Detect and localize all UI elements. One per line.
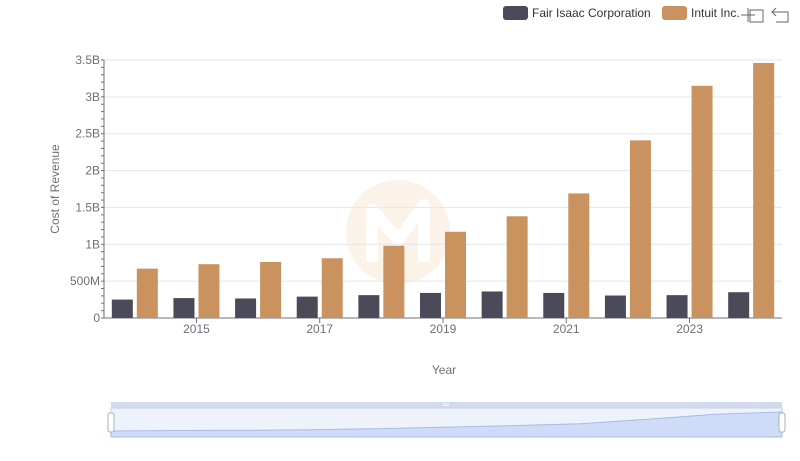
- bar-intuit[interactable]: [321, 258, 343, 318]
- bar-fair-isaac[interactable]: [543, 292, 565, 318]
- bar-intuit[interactable]: [136, 268, 158, 318]
- y-tick-label: 2B: [85, 164, 100, 178]
- x-axis: 2015 2017 2019 2021 2023: [104, 317, 782, 336]
- legend-item[interactable]: Fair Isaac Corporation: [503, 6, 651, 20]
- bar-intuit[interactable]: [260, 261, 282, 318]
- legend-label: Fair Isaac Corporation: [532, 6, 651, 20]
- legend-label: Intuit Inc.: [691, 6, 740, 20]
- slider-grip-icon[interactable]: [443, 403, 449, 406]
- restore-icon[interactable]: [771, 7, 789, 23]
- bars: [111, 62, 775, 318]
- x-tick-label: 2019: [430, 322, 457, 336]
- y-tick-label: 3.5B: [75, 53, 100, 67]
- bar-fair-isaac[interactable]: [728, 292, 750, 318]
- y-axis: 0 500M 1B 1.5B 2B 2.5B 3B 3.5B: [70, 53, 105, 325]
- legend-swatch: [503, 6, 528, 20]
- x-tick-label: 2015: [183, 322, 210, 336]
- slider-top-bar: [111, 402, 782, 408]
- x-tick-label: 2023: [676, 322, 703, 336]
- bar-fair-isaac[interactable]: [296, 296, 318, 318]
- bar-intuit[interactable]: [198, 264, 220, 318]
- bar-intuit[interactable]: [629, 140, 651, 318]
- bar-fair-isaac[interactable]: [481, 291, 503, 318]
- bar-intuit[interactable]: [753, 62, 775, 318]
- y-tick-label: 1B: [85, 237, 100, 251]
- bar-fair-isaac[interactable]: [604, 295, 626, 318]
- bar-fair-isaac[interactable]: [111, 299, 133, 318]
- bar-intuit[interactable]: [445, 231, 466, 318]
- legend-swatch: [662, 6, 687, 20]
- legend: Fair Isaac Corporation Intuit Inc.: [503, 6, 740, 20]
- watermark-logo: [346, 180, 450, 284]
- y-tick-label: 3B: [85, 90, 100, 104]
- bar-fair-isaac[interactable]: [173, 298, 195, 318]
- bar-intuit[interactable]: [383, 245, 405, 318]
- x-tick-label: 2017: [306, 322, 333, 336]
- x-tick-label: 2021: [553, 322, 580, 336]
- bar-fair-isaac[interactable]: [666, 295, 688, 318]
- slider-preview-area: [110, 411, 783, 438]
- slider-left-handle[interactable]: [107, 412, 115, 433]
- x-axis-title: Year: [432, 363, 456, 377]
- y-tick-label: 2.5B: [75, 127, 100, 141]
- y-tick-label: 500M: [70, 274, 100, 288]
- data-zoom-slider[interactable]: [107, 402, 786, 438]
- bar-intuit[interactable]: [691, 85, 713, 318]
- zoom-icon[interactable]: [741, 8, 764, 23]
- y-axis-title: Cost of Revenue: [48, 144, 62, 234]
- bar-intuit[interactable]: [568, 193, 590, 318]
- y-tick-label: 0: [93, 311, 100, 325]
- y-tick-label: 1.5B: [75, 200, 100, 214]
- bar-fair-isaac[interactable]: [358, 295, 380, 318]
- bar-fair-isaac[interactable]: [420, 292, 441, 318]
- legend-item[interactable]: Intuit Inc.: [662, 6, 740, 20]
- bar-intuit[interactable]: [506, 216, 528, 318]
- bar-fair-isaac[interactable]: [235, 298, 257, 318]
- slider-right-handle[interactable]: [778, 412, 786, 433]
